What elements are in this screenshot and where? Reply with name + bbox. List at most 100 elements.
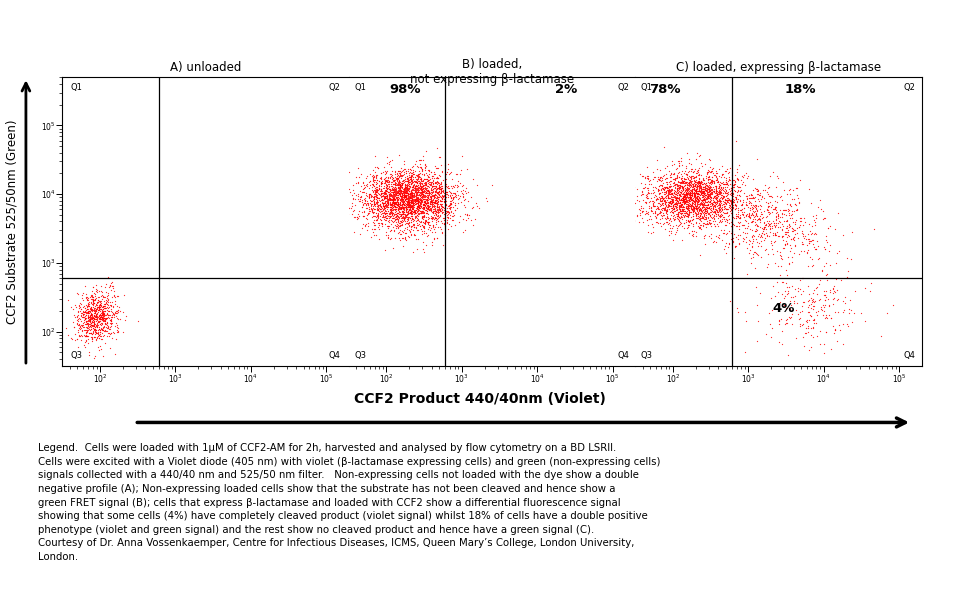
Point	[728, 204, 743, 214]
Point	[370, 178, 385, 188]
Point	[752, 215, 767, 224]
Point	[768, 230, 783, 239]
Point	[797, 246, 812, 256]
Point	[85, 305, 101, 315]
Point	[698, 193, 713, 203]
Point	[685, 214, 701, 224]
Point	[706, 216, 721, 226]
Point	[394, 178, 409, 187]
Point	[78, 289, 93, 299]
Point	[713, 182, 729, 192]
Point	[423, 167, 439, 177]
Point	[792, 313, 807, 322]
Point	[419, 180, 434, 189]
Point	[424, 174, 440, 183]
Point	[366, 208, 381, 218]
Point	[686, 203, 702, 213]
Point	[741, 211, 756, 221]
Point	[795, 228, 810, 237]
Point	[674, 198, 689, 207]
Point	[396, 192, 412, 202]
Point	[661, 188, 677, 198]
Point	[397, 180, 413, 190]
Text: Q2: Q2	[904, 83, 916, 92]
Point	[404, 171, 420, 180]
Point	[700, 200, 715, 209]
Point	[404, 211, 420, 220]
Point	[396, 202, 411, 212]
Point	[375, 202, 391, 211]
Point	[659, 192, 674, 201]
Point	[450, 176, 466, 186]
Point	[434, 205, 449, 214]
Point	[693, 178, 708, 187]
Point	[741, 193, 756, 203]
Point	[638, 208, 654, 218]
Point	[748, 263, 763, 273]
Point	[390, 210, 405, 220]
Point	[665, 196, 681, 206]
Point	[411, 205, 426, 215]
Point	[449, 182, 465, 192]
Point	[99, 299, 114, 309]
Point	[716, 204, 732, 214]
Point	[780, 286, 796, 295]
Point	[388, 209, 403, 218]
Point	[666, 203, 682, 213]
Point	[429, 191, 444, 201]
Point	[654, 175, 669, 184]
Point	[804, 299, 819, 308]
Point	[718, 186, 733, 196]
Point	[684, 201, 699, 210]
Point	[94, 314, 109, 324]
Point	[689, 184, 705, 194]
Point	[408, 191, 423, 201]
Point	[360, 200, 375, 209]
Point	[419, 180, 434, 189]
Point	[415, 165, 430, 175]
Point	[387, 202, 402, 212]
Point	[369, 173, 384, 183]
Point	[357, 196, 372, 206]
Point	[708, 168, 724, 178]
Point	[704, 189, 719, 198]
Point	[763, 293, 779, 303]
Point	[374, 203, 390, 212]
Point	[410, 203, 425, 213]
Point	[423, 178, 439, 187]
Point	[422, 189, 438, 198]
Point	[429, 233, 444, 243]
Point	[89, 321, 105, 331]
Point	[454, 181, 469, 190]
Point	[674, 174, 689, 184]
Point	[392, 176, 407, 186]
Point	[695, 221, 710, 230]
Point	[694, 199, 709, 209]
Point	[452, 192, 468, 201]
Point	[676, 196, 691, 205]
Point	[823, 285, 838, 295]
Point	[66, 322, 82, 332]
Point	[90, 297, 106, 306]
Point	[435, 194, 450, 203]
Point	[372, 196, 388, 205]
Point	[372, 195, 387, 205]
Point	[681, 183, 696, 192]
Point	[88, 284, 104, 294]
Point	[88, 280, 104, 290]
Point	[427, 192, 443, 202]
Point	[373, 189, 389, 199]
Point	[686, 197, 702, 206]
Point	[697, 205, 712, 214]
Point	[401, 200, 417, 209]
Point	[431, 190, 446, 200]
Point	[371, 189, 386, 198]
Point	[413, 196, 428, 206]
Point	[370, 192, 385, 202]
Point	[392, 205, 407, 214]
Point	[664, 198, 680, 207]
Point	[420, 173, 436, 182]
Point	[75, 321, 90, 330]
Point	[389, 212, 404, 222]
Point	[422, 196, 438, 205]
